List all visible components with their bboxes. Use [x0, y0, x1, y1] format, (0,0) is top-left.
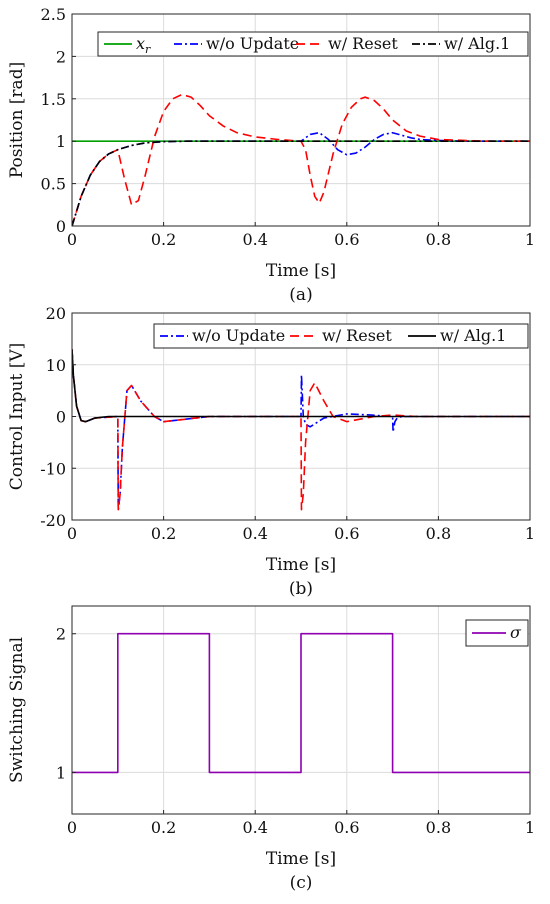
series-line-1: [72, 349, 530, 511]
y-axis-label: Control Input [V]: [7, 343, 27, 491]
x-tick-label: 0: [67, 818, 77, 837]
legend-label-2: w/ Reset: [328, 34, 398, 53]
series-line-0: [72, 632, 530, 774]
legend-label-2: w/ Alg.1: [440, 326, 506, 345]
x-tick-label: 0.6: [334, 230, 359, 249]
y-tick-label: 0.5: [41, 175, 66, 194]
legend-label-3: w/ Alg.1: [444, 34, 510, 53]
series-group: [72, 632, 530, 774]
y-axis-label: Switching Signal: [7, 637, 27, 783]
legend: xr w/o Update w/ Reset w/ Alg.1: [97, 31, 529, 57]
series-line-0: [72, 349, 530, 511]
y-tick-label: 1: [56, 132, 66, 151]
series-group: [72, 93, 530, 226]
legend-box: [153, 323, 529, 349]
x-tick-label: 0.8: [426, 524, 451, 543]
y-tick-label: 2: [56, 625, 66, 644]
x-tick-label: 0.8: [426, 818, 451, 837]
x-axis-label: Time [s]: [266, 555, 336, 575]
legend: w/o Update w/ Reset w/ Alg.1: [153, 323, 529, 349]
chart-a: 0 0.2 0.4 0.6 0.8 1 0 0.5 1 1.5 2 2.5 Time [s] Positi…: [7, 5, 535, 305]
x-tick-label: 0.4: [242, 818, 267, 837]
x-axis-label: Time [s]: [266, 261, 336, 281]
x-axis-label: Time [s]: [266, 849, 336, 869]
x-tick-label: 0.6: [334, 818, 359, 837]
y-axis-label: Position [rad]: [7, 62, 27, 178]
legend: σ: [465, 619, 529, 647]
panel-caption: (b): [289, 579, 313, 599]
y-tick-label: 1: [56, 763, 66, 782]
series-group: [72, 349, 530, 511]
axes-frame: [71, 13, 531, 227]
x-tick-label: 0: [67, 524, 77, 543]
x-tick-label: 0.4: [242, 230, 267, 249]
legend-label-0: w/o Update: [192, 326, 285, 345]
y-tick-label: -20: [40, 511, 66, 530]
x-tick-label: 0: [67, 230, 77, 249]
series-line-2: [72, 93, 530, 226]
y-tick-label: 0: [56, 217, 66, 236]
legend-label-0: xr: [136, 34, 151, 56]
y-tick-label: 2: [56, 47, 66, 66]
x-tick-label: 0.2: [151, 818, 176, 837]
axes-frame: [71, 605, 531, 815]
legend-label-1: w/ Reset: [322, 326, 392, 345]
series-line-3: [72, 140, 530, 226]
x-tick-label: 0.6: [334, 524, 359, 543]
legend-label-1: w/o Update: [206, 34, 299, 53]
x-tick-label: 0.2: [151, 524, 176, 543]
x-tick-label: 0.4: [242, 524, 267, 543]
y-tick-label: 10: [46, 356, 66, 375]
y-tick-label: 2.5: [41, 5, 66, 24]
series-line-1: [72, 131, 530, 226]
y-tick-label: 20: [46, 304, 66, 323]
x-tick-label: 0.2: [151, 230, 176, 249]
panel-caption: (a): [289, 285, 312, 305]
y-tick-label: -10: [40, 459, 66, 478]
series-line-2: [72, 349, 530, 423]
x-tick-label: 1: [525, 524, 535, 543]
panel-caption: (c): [290, 873, 313, 893]
legend-label-0: σ: [510, 623, 522, 642]
x-tick-label: 0.8: [426, 230, 451, 249]
y-tick-label: 0: [56, 408, 66, 427]
x-tick-label: 1: [525, 230, 535, 249]
x-tick-label: 1: [525, 818, 535, 837]
chart-c: 0 0.2 0.4 0.6 0.8 1 1 2 Time [s] Switching Signal…: [7, 605, 535, 893]
chart-b: 0 0.2 0.4 0.6 0.8 1 -20 -10 0 10 20 Time [s] Control…: [7, 304, 535, 599]
y-tick-label: 1.5: [41, 90, 66, 109]
